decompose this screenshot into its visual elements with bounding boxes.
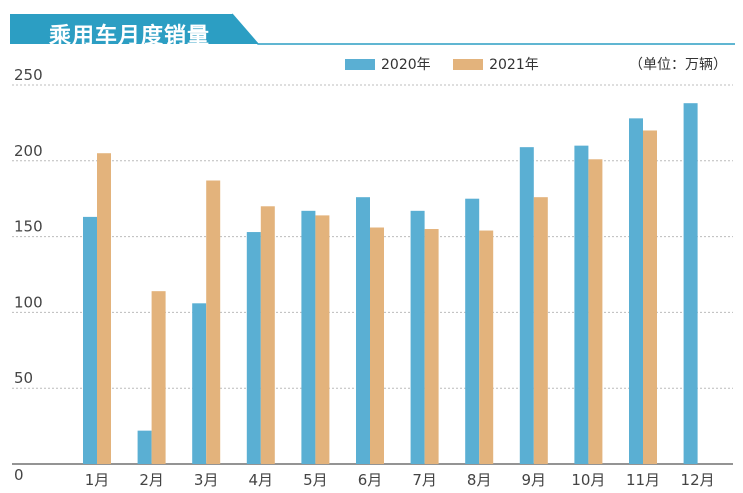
legend-swatch-2021	[453, 58, 484, 70]
bar-2021-9	[533, 197, 548, 464]
legend-label-2020: 2020年	[381, 57, 431, 73]
bar-2020-8	[465, 198, 480, 464]
bar-2020-12	[683, 103, 698, 464]
legend-item-2021: 2021年	[453, 54, 539, 74]
y-tick-label-150: 150	[14, 218, 43, 236]
bar-2021-2	[151, 291, 166, 464]
x-tick-label-5: 5月	[303, 471, 328, 489]
bar-2021-5	[315, 215, 330, 464]
x-tick-label-9: 9月	[522, 471, 547, 489]
y-tick-label-200: 200	[14, 142, 43, 160]
x-tick-label-2: 2月	[139, 471, 164, 489]
x-tick-label-7: 7月	[412, 471, 437, 489]
x-tick-label-4: 4月	[249, 471, 274, 489]
bar-2020-9	[519, 147, 534, 464]
y-tick-label-250: 250	[14, 66, 43, 84]
legend-label-2021: 2021年	[489, 57, 539, 73]
y-tick-label-100: 100	[14, 293, 43, 311]
x-tick-label-12: 12月	[681, 471, 715, 489]
legend-swatch-2020	[345, 58, 375, 70]
bar-2021-3	[206, 180, 221, 464]
bar-2021-4	[260, 206, 275, 464]
x-tick-label-6: 6月	[358, 471, 383, 489]
y-tick-label-50: 50	[14, 369, 33, 387]
bar-2020-2	[137, 430, 152, 464]
title-banner-line	[231, 13, 735, 45]
bar-2020-3	[192, 303, 207, 464]
x-tick-label-3: 3月	[194, 471, 219, 489]
bar-2020-1	[83, 216, 97, 464]
bar-2020-6	[356, 197, 370, 464]
chart-title: 乘用车月度销量	[49, 24, 211, 49]
bar-2021-11	[643, 130, 657, 465]
x-tick-label-11: 11月	[626, 471, 660, 489]
x-tick-label-8: 8月	[467, 471, 492, 489]
bar-2020-7	[410, 210, 425, 464]
bar-2021-1	[97, 153, 111, 464]
bar-2020-10	[574, 145, 589, 464]
title-banner	[10, 13, 735, 45]
bar-2020-4	[246, 232, 261, 464]
x-tick-label-10: 10月	[571, 471, 605, 489]
bar-2021-8	[479, 230, 494, 464]
y-tick-label-0: 0	[14, 466, 24, 484]
x-tick-label-1: 1月	[85, 471, 110, 489]
legend-item-2020: 2020年	[345, 54, 431, 74]
title-banner-shape	[10, 14, 258, 44]
unit-label: （单位：万辆）	[629, 57, 727, 73]
bar-2020-5	[301, 210, 316, 464]
bar-2020-11	[629, 118, 643, 465]
legend: 2020年 2021年	[345, 54, 557, 74]
bar-2021-10	[588, 159, 603, 464]
bar-2021-7	[424, 229, 439, 464]
bar-2021-6	[370, 227, 384, 464]
